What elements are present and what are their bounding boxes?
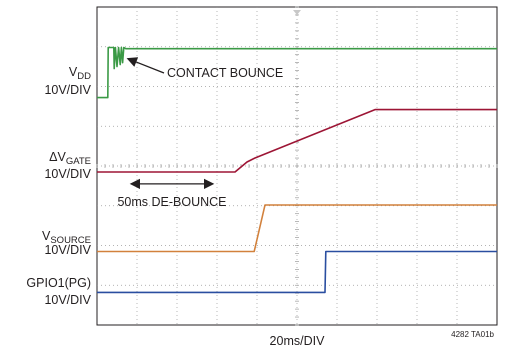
channel-scale-2: 10V/DIV bbox=[44, 243, 91, 257]
trace-1 bbox=[97, 108, 497, 173]
channel-labels: VDD10V/DIVΔVGATE10V/DIVVSOURCE10V/DIVGPI… bbox=[26, 65, 91, 307]
channel-name-1: ΔVGATE bbox=[49, 150, 91, 167]
trace-2 bbox=[97, 204, 497, 253]
trigger-marker bbox=[293, 10, 301, 15]
channel-name-0: VDD bbox=[69, 65, 91, 82]
channel-name-3: GPIO1(PG) bbox=[26, 276, 91, 290]
debounce-label: 50ms DE-BOUNCE bbox=[117, 195, 226, 209]
traces bbox=[97, 46, 497, 294]
contact-bounce-label: CONTACT BOUNCE bbox=[167, 66, 283, 80]
figure-id: 4282 TA01b bbox=[451, 330, 494, 339]
channel-scale-0: 10V/DIV bbox=[44, 83, 91, 97]
x-axis-label: 20ms/DIV bbox=[270, 334, 326, 348]
contact-bounce-arrow bbox=[126, 57, 165, 74]
trace-3 bbox=[97, 250, 497, 294]
channel-scale-1: 10V/DIV bbox=[44, 167, 91, 181]
trace-0 bbox=[97, 46, 497, 99]
annotations: CONTACT BOUNCE 50ms DE-BOUNCE bbox=[117, 57, 283, 209]
channel-scale-3: 10V/DIV bbox=[44, 293, 91, 307]
